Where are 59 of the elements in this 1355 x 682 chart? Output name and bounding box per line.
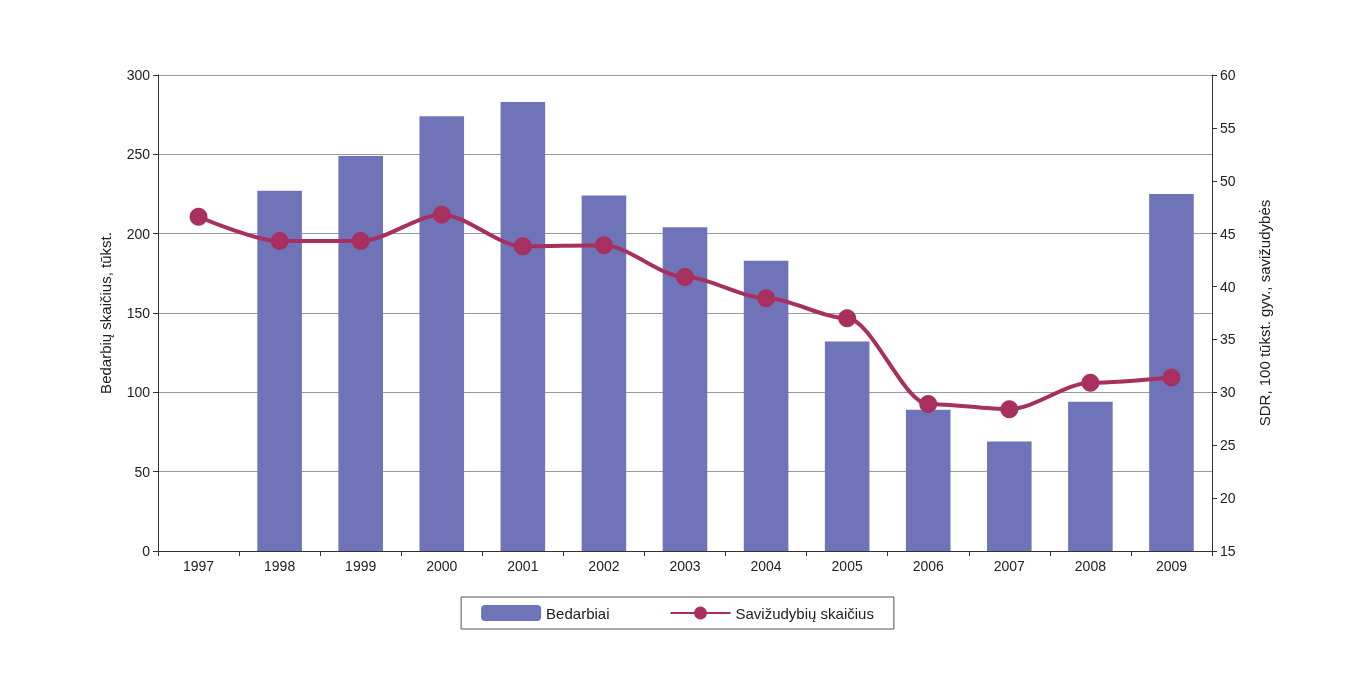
bar <box>824 341 870 551</box>
bar <box>419 116 465 551</box>
x-tick-label: 1999 <box>345 558 377 574</box>
x-tick-label: 2001 <box>507 558 539 574</box>
legend-label: Bedarbiai <box>546 604 610 622</box>
x-tick-label: 1997 <box>182 558 215 574</box>
y-axis-title: Bedarbių skaičius, tūkst. <box>97 232 114 394</box>
point <box>1162 368 1181 387</box>
point <box>1081 373 1100 392</box>
bar <box>1068 401 1113 551</box>
point <box>919 394 938 413</box>
bar <box>987 441 1032 551</box>
bar <box>257 190 302 551</box>
y2-tick-label: 25 <box>1220 437 1236 454</box>
x-tick-label: 2008 <box>1074 558 1107 574</box>
x-tick-label: 2009 <box>1155 558 1188 574</box>
y-tick-label: 100 <box>126 384 151 401</box>
y-tick-label: 50 <box>134 463 151 480</box>
x-tick-label: 2007 <box>993 558 1026 574</box>
point <box>838 309 857 328</box>
legend-label: Savižudybių skaičius <box>735 604 874 622</box>
point <box>1000 400 1019 419</box>
y-tick-label: 150 <box>126 305 151 321</box>
bar <box>905 409 951 551</box>
y2-tick-label: 60 <box>1220 67 1236 83</box>
x-tick-label: 2006 <box>912 558 945 574</box>
point <box>270 232 289 251</box>
y-tick-label: 0 <box>142 543 151 559</box>
y2-tick-label: 30 <box>1220 384 1236 401</box>
bar <box>662 227 708 551</box>
x-tick-label: 2004 <box>750 558 782 574</box>
bar <box>338 155 383 551</box>
y2-tick-label: 45 <box>1220 225 1236 242</box>
x-tick-label: 2000 <box>426 558 458 574</box>
bar <box>500 101 546 551</box>
bar <box>1149 194 1194 551</box>
point <box>189 207 208 226</box>
y2-tick-label: 40 <box>1220 278 1236 295</box>
point <box>351 232 370 251</box>
point <box>432 205 451 224</box>
y-tick-label: 300 <box>126 67 151 83</box>
point <box>757 289 776 308</box>
y2-tick-label: 55 <box>1220 119 1236 136</box>
x-tick-label: 1998 <box>264 558 296 574</box>
point <box>594 236 613 255</box>
point <box>676 268 694 287</box>
point <box>513 237 532 256</box>
x-tick-label: 2002 <box>588 558 620 574</box>
bar <box>743 260 789 551</box>
y-tick-label: 200 <box>126 225 151 242</box>
x-tick-label: 2003 <box>669 558 701 574</box>
y2-tick-label: 15 <box>1220 543 1236 559</box>
y2-tick-label: 35 <box>1220 331 1236 348</box>
bar <box>581 195 627 551</box>
y2-tick-label: 50 <box>1220 172 1236 189</box>
y-tick-label: 250 <box>126 146 151 163</box>
y2-axis-title: SDR, 100 tūkst. gyv., savižudybės <box>1256 199 1273 427</box>
x-tick-label: 2005 <box>831 558 863 574</box>
y2-tick-label: 20 <box>1220 490 1236 507</box>
